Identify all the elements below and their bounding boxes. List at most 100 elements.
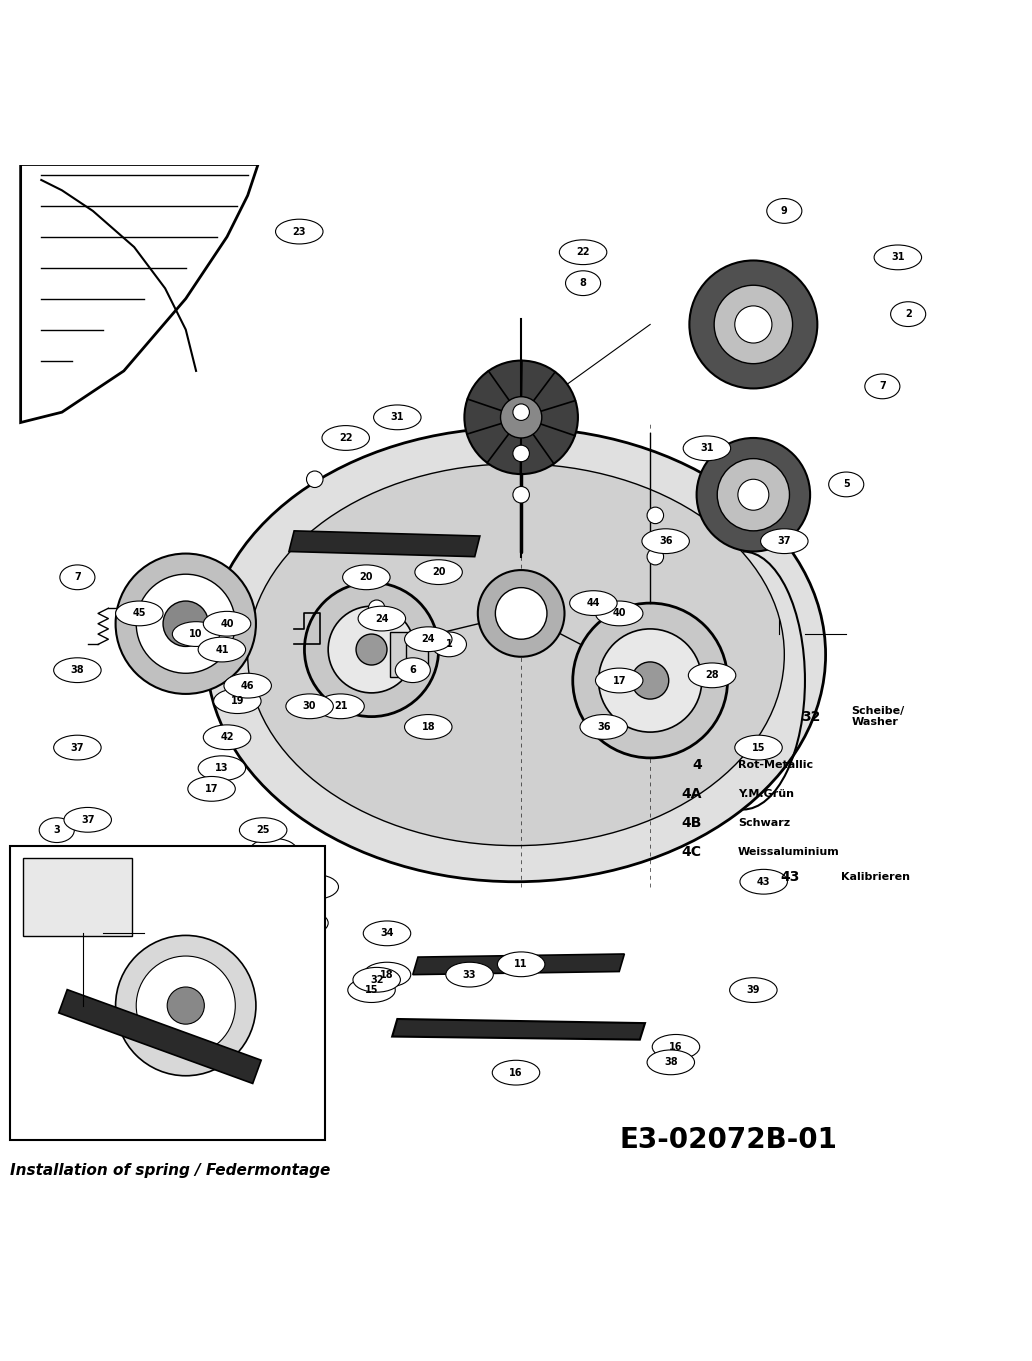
Text: 27: 27 — [297, 919, 312, 928]
Text: 22: 22 — [338, 433, 353, 442]
Text: 20: 20 — [431, 568, 446, 577]
Text: Y.M.Grün: Y.M.Grün — [738, 789, 794, 799]
Ellipse shape — [761, 529, 808, 554]
Text: 33: 33 — [462, 969, 477, 980]
Ellipse shape — [116, 602, 163, 626]
Ellipse shape — [291, 875, 338, 900]
Ellipse shape — [343, 565, 390, 589]
Circle shape — [513, 445, 529, 461]
Circle shape — [647, 548, 664, 565]
Text: 19: 19 — [230, 695, 245, 706]
Text: 37: 37 — [80, 815, 95, 825]
Ellipse shape — [286, 694, 333, 719]
Text: 8: 8 — [580, 278, 586, 289]
Ellipse shape — [642, 529, 689, 554]
Circle shape — [116, 935, 256, 1075]
Circle shape — [368, 600, 385, 617]
Text: 31: 31 — [700, 444, 714, 453]
Ellipse shape — [395, 657, 430, 683]
Text: 4C: 4C — [682, 845, 702, 859]
Text: 30: 30 — [302, 701, 317, 712]
Circle shape — [735, 306, 772, 343]
Circle shape — [738, 479, 769, 510]
Ellipse shape — [580, 715, 627, 739]
Text: 46: 46 — [240, 680, 255, 690]
Text: 5: 5 — [843, 479, 849, 490]
Ellipse shape — [198, 637, 246, 661]
Text: 28: 28 — [705, 671, 719, 680]
Text: 31: 31 — [891, 252, 905, 263]
Circle shape — [599, 629, 702, 732]
Text: 40: 40 — [220, 619, 234, 629]
Ellipse shape — [281, 911, 328, 935]
Text: 31: 31 — [390, 412, 405, 422]
Ellipse shape — [39, 818, 74, 842]
Ellipse shape — [730, 977, 777, 1003]
FancyBboxPatch shape — [406, 636, 428, 672]
Ellipse shape — [276, 219, 323, 244]
Text: 44: 44 — [586, 597, 601, 608]
Text: Scheibe/
Washer: Scheibe/ Washer — [851, 706, 905, 727]
Text: 25: 25 — [173, 1032, 188, 1041]
Circle shape — [478, 570, 565, 657]
Text: 11: 11 — [514, 960, 528, 969]
Ellipse shape — [224, 674, 271, 698]
Ellipse shape — [363, 921, 411, 946]
Text: 4A: 4A — [681, 787, 702, 802]
Ellipse shape — [358, 606, 406, 632]
Ellipse shape — [203, 725, 251, 750]
Ellipse shape — [214, 689, 261, 713]
Ellipse shape — [348, 977, 395, 1003]
Text: 43: 43 — [780, 870, 800, 883]
Text: 37: 37 — [777, 536, 792, 546]
Ellipse shape — [874, 245, 922, 269]
Ellipse shape — [647, 1049, 695, 1075]
Text: 26: 26 — [70, 1043, 85, 1052]
Circle shape — [328, 606, 415, 693]
Text: 17: 17 — [204, 784, 219, 793]
Circle shape — [167, 987, 204, 1025]
Text: 18: 18 — [421, 721, 436, 732]
Text: 36: 36 — [658, 536, 673, 546]
Polygon shape — [392, 1019, 645, 1040]
Ellipse shape — [492, 1060, 540, 1085]
Text: 42: 42 — [220, 732, 234, 742]
Text: 10: 10 — [189, 629, 203, 640]
Text: 23: 23 — [292, 226, 307, 237]
Ellipse shape — [559, 240, 607, 264]
Ellipse shape — [405, 627, 452, 652]
Text: 38: 38 — [664, 1057, 678, 1067]
Ellipse shape — [250, 921, 297, 946]
Text: 29: 29 — [308, 882, 322, 891]
Text: 35: 35 — [266, 928, 281, 938]
Text: 22: 22 — [576, 248, 590, 257]
Text: 18: 18 — [380, 969, 394, 980]
Ellipse shape — [60, 565, 95, 589]
Polygon shape — [289, 531, 480, 557]
Text: 37: 37 — [70, 743, 85, 753]
Text: 17: 17 — [612, 675, 626, 686]
Ellipse shape — [64, 807, 111, 832]
FancyBboxPatch shape — [390, 632, 420, 678]
Ellipse shape — [203, 611, 251, 636]
Ellipse shape — [405, 715, 452, 739]
Ellipse shape — [224, 870, 271, 894]
Ellipse shape — [54, 735, 101, 759]
Text: 4B: 4B — [681, 815, 702, 830]
Circle shape — [163, 602, 208, 646]
Ellipse shape — [36, 1003, 71, 1029]
Circle shape — [356, 634, 387, 666]
Text: 36: 36 — [596, 721, 611, 732]
Circle shape — [689, 260, 817, 388]
Ellipse shape — [198, 755, 246, 781]
Text: 12: 12 — [266, 845, 281, 856]
Text: 38: 38 — [70, 666, 85, 675]
Text: 7: 7 — [74, 572, 80, 583]
Text: 43: 43 — [756, 876, 771, 887]
Ellipse shape — [322, 426, 369, 450]
Ellipse shape — [374, 406, 421, 430]
Circle shape — [495, 588, 547, 640]
FancyBboxPatch shape — [23, 857, 132, 936]
Text: 34: 34 — [380, 928, 394, 938]
Text: 13: 13 — [215, 764, 229, 773]
